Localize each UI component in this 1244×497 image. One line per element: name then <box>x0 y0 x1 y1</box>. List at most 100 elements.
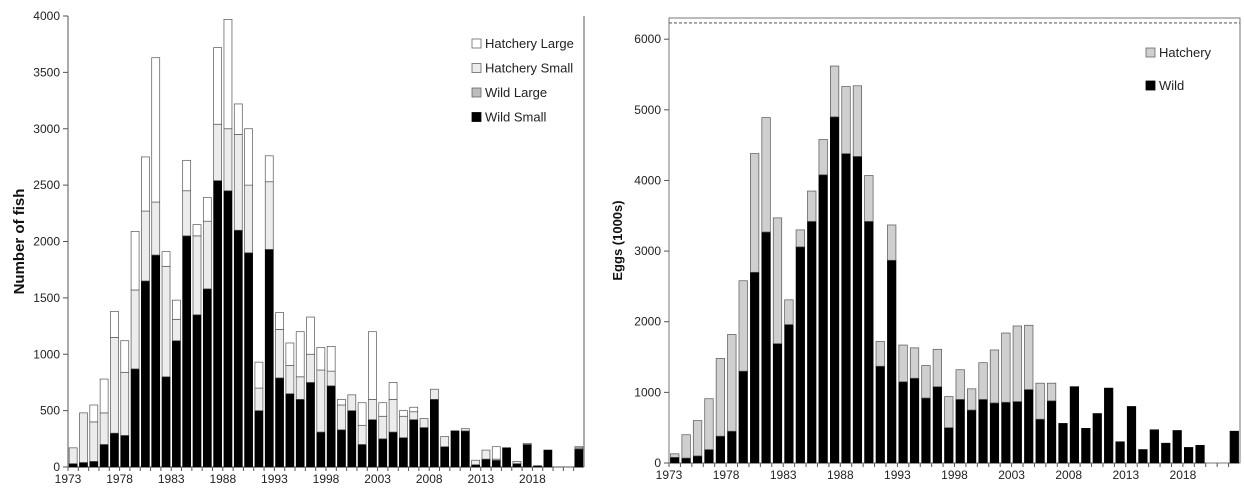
y-tick-label: 0 <box>53 460 60 474</box>
bar-segment-hatchery <box>898 344 908 383</box>
bar-segment-wild-small <box>130 368 140 468</box>
y-axis-title: Eggs (1000s) <box>610 200 625 280</box>
bar-segment-wild-small <box>244 252 253 468</box>
bar-segment-hatchery-small <box>481 449 491 460</box>
bar-segment-wild <box>704 449 714 464</box>
bar-segment-hatchery-small <box>223 128 233 192</box>
bar-segment-wild-small <box>491 459 501 468</box>
x-tick-label: 1993 <box>261 472 288 486</box>
bar-segment-hatchery <box>1046 382 1057 402</box>
bar-segment-wild <box>670 456 680 464</box>
bar-segment-wild-small <box>512 463 522 468</box>
bar-segment-hatchery-small <box>110 336 119 434</box>
x-tick-label: 2018 <box>519 472 546 486</box>
y-tick-label: 3000 <box>634 244 661 258</box>
bar-segment-hatchery-small <box>337 404 346 431</box>
bar-segment-hatchery-small <box>347 394 357 411</box>
bar-segment-wild-small <box>264 249 274 468</box>
bar-segment-wild <box>989 402 1000 464</box>
legend-swatch <box>1145 47 1156 58</box>
bar-segment-wild-small <box>388 431 398 468</box>
bar-segment-hatchery-large <box>89 404 99 423</box>
y-tick-label: 3000 <box>33 122 60 136</box>
bar-segment-hatchery-small <box>99 412 109 445</box>
legend-swatch <box>471 38 482 49</box>
bar-segment-wild-small <box>223 190 233 468</box>
bar-segment-hatchery-small <box>471 459 480 466</box>
bar-segment-hatchery-large <box>213 47 222 125</box>
bar-segment-wild-small <box>99 444 109 468</box>
legend-label: Hatchery Large <box>485 36 574 51</box>
bar-segment-wild <box>761 231 771 464</box>
bar-segment-hatchery <box>795 229 805 248</box>
bar-segment-hatchery-small <box>306 353 315 383</box>
bar-segment-hatchery-large <box>388 382 398 400</box>
bar-segment-hatchery-large <box>316 347 326 371</box>
bar-segment-hatchery-large <box>409 406 419 413</box>
bar-segment-hatchery <box>932 348 942 388</box>
bar-segment-hatchery <box>967 388 977 411</box>
bar-segment-wild <box>1024 389 1034 464</box>
bar-segment-hatchery-large <box>254 361 264 389</box>
bar-segment-hatchery-small <box>192 235 202 316</box>
x-tick-label: 1983 <box>770 468 797 482</box>
bar-segment-hatchery-small <box>264 181 274 250</box>
x-tick-label: 2013 <box>1112 468 1139 482</box>
bar-segment-hatchery-small <box>275 329 284 379</box>
bar-segment-wild <box>738 370 748 464</box>
y-tick-label: 5000 <box>634 103 661 117</box>
bar-segment-hatchery-small <box>120 371 130 436</box>
bar-segment-hatchery-small <box>182 190 192 237</box>
bar-segment-wild <box>1172 430 1182 464</box>
bar-segment-wild-small <box>182 235 192 468</box>
bar-segment-hatchery-small <box>213 123 222 181</box>
bar-segment-hatchery <box>852 85 863 157</box>
bar-segment-wild <box>932 386 942 464</box>
bar-segment-hatchery-small <box>79 412 88 463</box>
bar-segment-hatchery-large <box>141 156 150 212</box>
bar-segment-wild-small <box>172 340 181 468</box>
bar-segment-wild <box>967 409 977 464</box>
bar-segment-wild-small <box>141 280 150 468</box>
x-tick-label: 1998 <box>941 468 968 482</box>
bar-segment-wild <box>875 365 885 464</box>
bar-segment-hatchery-large <box>368 331 377 400</box>
bar-segment-hatchery <box>715 358 725 437</box>
y-tick-label: 4000 <box>634 173 661 187</box>
bar-segment-hatchery <box>1024 324 1034 390</box>
x-tick-label: 2018 <box>1170 468 1197 482</box>
bar-segment-wild <box>944 427 954 464</box>
bar-segment-wild-small <box>574 448 584 468</box>
bar-segment-wild <box>1195 444 1205 464</box>
bar-segment-hatchery-small <box>254 387 264 411</box>
bar-segment-hatchery <box>887 224 897 261</box>
bar-segment-wild <box>807 221 817 464</box>
bar-segment-wild <box>1104 387 1114 464</box>
bar-segment-hatchery-large <box>275 312 284 330</box>
y-tick-label: 2000 <box>33 235 60 249</box>
legend-label: Wild <box>1159 78 1184 93</box>
bar-segment-wild <box>1058 423 1068 464</box>
bar-segment-hatchery-large <box>172 299 181 320</box>
x-tick-label: 1973 <box>656 468 683 482</box>
bar-segment-hatchery <box>1035 382 1045 420</box>
bar-segment-wild-small <box>192 314 202 468</box>
bar-segment-hatchery <box>750 153 760 273</box>
legend-label: Hatchery Small <box>485 61 573 76</box>
bar-segment-wild <box>1069 386 1080 464</box>
bar-segment-hatchery <box>921 365 931 399</box>
bar-segment-wild <box>852 156 863 464</box>
bar-segment-wild-small <box>68 463 78 468</box>
bar-segment-wild-small <box>337 429 346 468</box>
y-tick-label: 1000 <box>634 385 661 399</box>
bar-segment-wild-small <box>233 229 243 468</box>
bar-segment-hatchery-small <box>522 442 532 445</box>
y-tick-label: 0 <box>654 456 661 470</box>
bar-segment-hatchery <box>681 434 691 459</box>
bar-segment-hatchery-small <box>460 428 470 432</box>
bar-segment-hatchery-large <box>182 159 192 192</box>
x-tick-label: 1978 <box>106 472 133 486</box>
bar-segment-hatchery-large <box>120 340 130 373</box>
x-tick-label: 1983 <box>158 472 185 486</box>
bar-segment-hatchery-small <box>512 461 522 464</box>
